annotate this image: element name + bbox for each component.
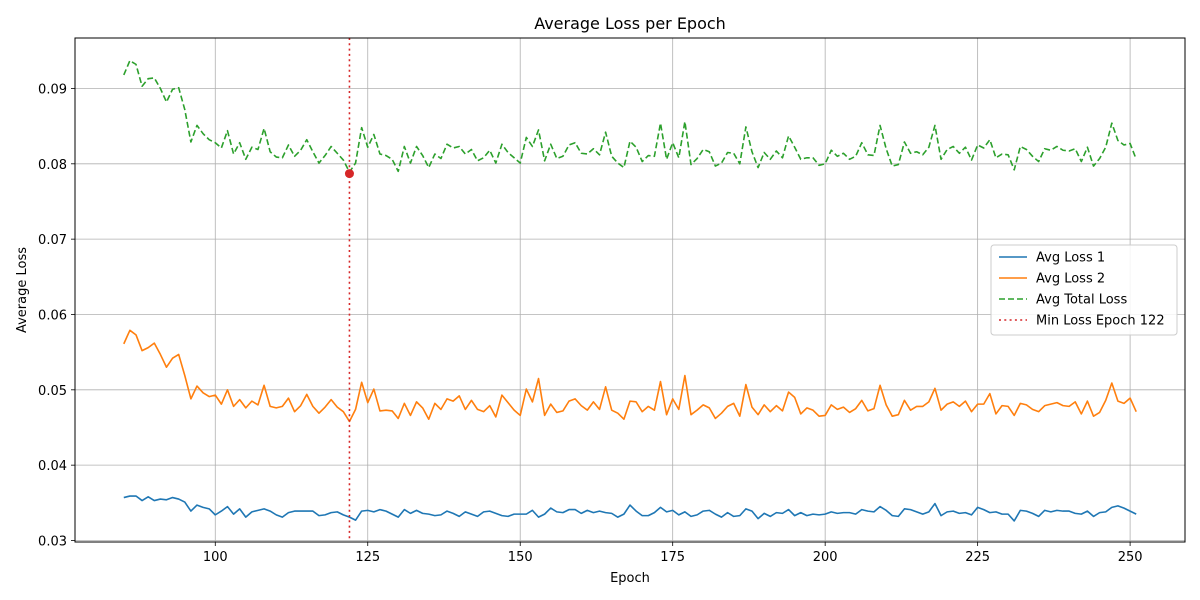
y-tick-label: 0.07	[38, 233, 67, 248]
x-tick-label: 175	[660, 550, 685, 565]
series-line-2	[123, 329, 1137, 423]
x-tick-label: 125	[355, 550, 380, 565]
x-axis-label: Epoch	[610, 571, 650, 586]
y-axis-ticks: 0.03 0.04 0.05 0.06 0.07 0.08 0.09	[38, 82, 75, 549]
legend-box	[990, 244, 1178, 336]
x-axis-ticks: 100 125 150 175 200 225 250	[203, 542, 1143, 565]
y-axis-label: Average Loss	[15, 247, 30, 333]
plot-frame	[74, 37, 1186, 543]
y-tick-label: 0.03	[38, 534, 67, 549]
legend-label: Avg Loss 1	[1036, 251, 1105, 266]
legend: Avg Loss 1 Avg Loss 2 Avg Total Loss Min Lo…	[990, 244, 1178, 336]
x-tick-label: 225	[965, 550, 990, 565]
min-loss-point	[344, 169, 354, 179]
y-tick-label: 0.05	[38, 384, 67, 399]
y-tick-label: 0.06	[38, 308, 67, 323]
x-tick-label: 150	[508, 550, 533, 565]
legend-label: Min Loss Epoch 122	[1036, 314, 1165, 329]
series-line-1	[123, 495, 1137, 522]
x-tick-label: 200	[813, 550, 838, 565]
x-tick-label: 250	[1118, 550, 1143, 565]
legend-label: Avg Total Loss	[1036, 293, 1127, 308]
x-tick-label: 100	[203, 550, 228, 565]
y-tick-label: 0.09	[38, 82, 67, 97]
y-tick-label: 0.04	[38, 459, 67, 474]
plot-data	[123, 38, 1137, 542]
chart-title: Average Loss per Epoch	[534, 14, 726, 33]
legend-label: Avg Loss 2	[1036, 272, 1105, 287]
y-tick-label: 0.08	[38, 158, 67, 173]
series-line-3	[123, 59, 1137, 173]
